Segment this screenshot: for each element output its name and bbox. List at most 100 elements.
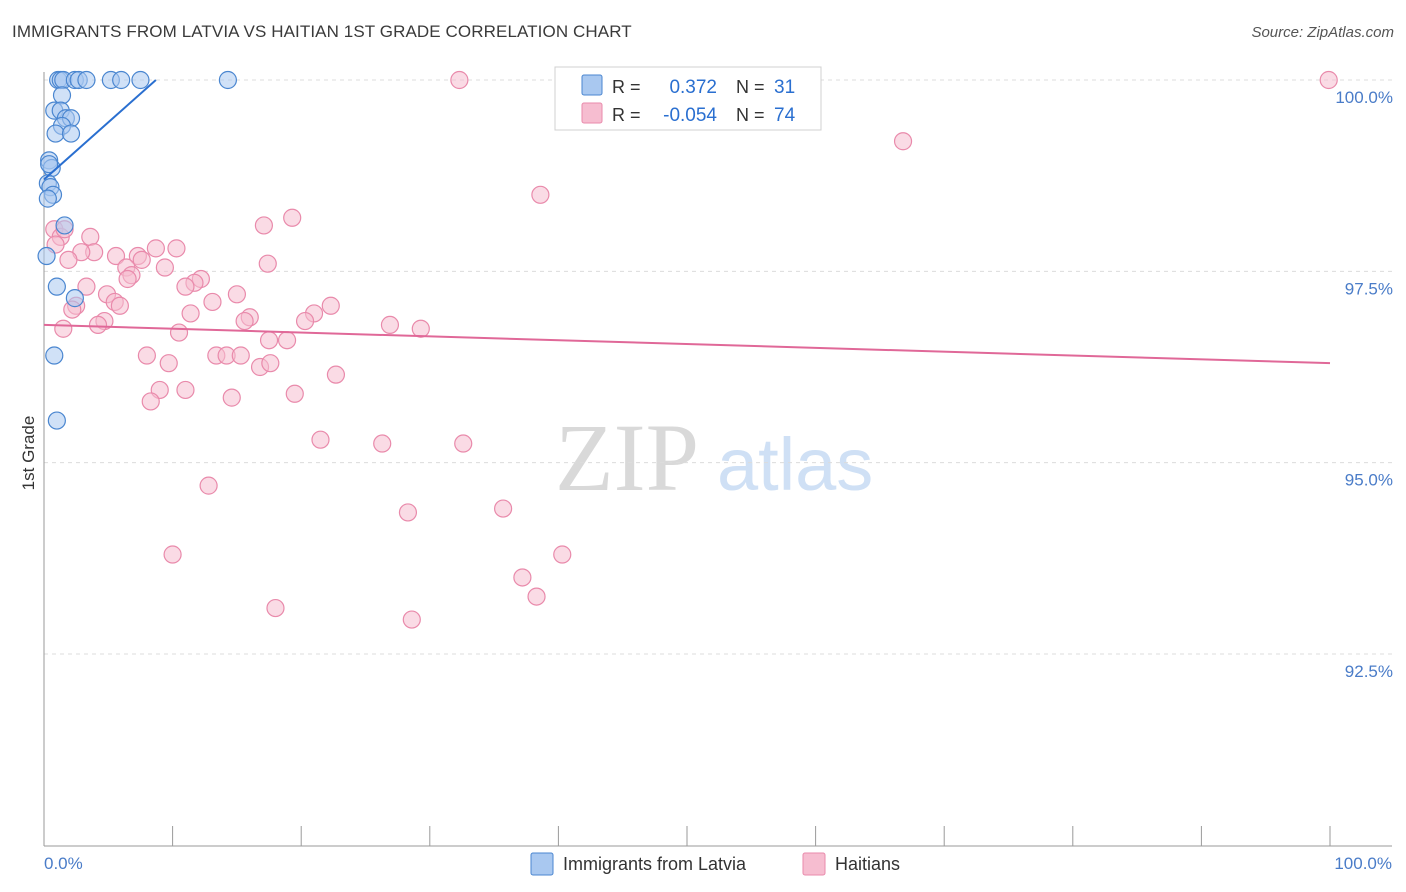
source-credit: Source: ZipAtlas.com	[1251, 24, 1394, 41]
haitians-point	[169, 323, 189, 342]
x-axis-ticks	[172, 826, 1331, 846]
watermark-atlas: atlas	[717, 423, 873, 506]
haitians-point	[118, 269, 137, 289]
y-tick-labels: 100.0% 97.5% 95.0% 92.5%	[1335, 88, 1393, 681]
series-legend: Immigrants from Latvia Haitians	[530, 852, 900, 876]
latvia-point	[112, 70, 131, 90]
haitians-point	[295, 311, 315, 331]
latvia-trend-line	[43, 79, 157, 181]
series-latvia-points	[37, 70, 237, 430]
latvia-point	[37, 246, 56, 266]
haitians-point	[259, 331, 279, 350]
y-axis-title: 1st Grade	[19, 416, 38, 491]
y-tick-label: 95.0%	[1345, 471, 1393, 490]
haitians-point	[231, 346, 250, 365]
latvia-point	[218, 70, 237, 90]
haitians-point	[54, 319, 73, 338]
haitians-point	[258, 254, 277, 273]
bottom-legend-swatch-haitians	[802, 852, 826, 876]
latvia-point	[45, 346, 64, 365]
legend-swatch-haitians	[581, 102, 603, 124]
gridlines	[44, 79, 1392, 655]
haitians-point	[277, 331, 297, 350]
legend-swatch-latvia	[581, 74, 603, 96]
latvia-point	[40, 155, 59, 174]
legend-n-label-1: N =	[736, 77, 765, 97]
haitians-point	[893, 132, 913, 151]
y-tick-label: 100.0%	[1335, 88, 1393, 107]
latvia-point	[77, 70, 96, 90]
haitians-point	[222, 388, 241, 407]
haitians-point	[88, 315, 108, 335]
haitians-point	[553, 545, 572, 564]
haitians-point	[137, 346, 156, 365]
y-tick-label: 92.5%	[1345, 662, 1393, 681]
latvia-point	[47, 277, 66, 296]
haitians-point	[454, 434, 473, 453]
legend-r-value-1: 0.372	[669, 77, 717, 98]
haitians-point	[199, 476, 218, 495]
latvia-point	[65, 289, 84, 308]
haitians-point	[203, 292, 222, 312]
haitians-point	[494, 499, 513, 518]
latvia-point	[46, 124, 65, 143]
legend-n-label-2: N =	[736, 105, 765, 125]
haitians-point	[527, 587, 546, 606]
x-tick-label-max: 100.0%	[1334, 854, 1392, 873]
haitians-point	[77, 277, 96, 296]
legend-n-value-1: 31	[774, 77, 795, 98]
haitians-point	[159, 354, 178, 373]
haitians-point	[132, 250, 151, 269]
latvia-point	[52, 86, 72, 105]
haitians-point	[402, 610, 421, 629]
legend-r-value-2: -0.054	[663, 105, 717, 126]
haitians-point	[411, 319, 430, 338]
latvia-point	[38, 189, 57, 208]
legend-n-value-2: 74	[774, 105, 796, 126]
haitians-point	[235, 311, 254, 331]
chart-title: IMMIGRANTS FROM LATVIA VS HAITIAN 1ST GR…	[12, 22, 632, 41]
haitians-point	[373, 434, 392, 453]
haitians-point	[59, 250, 78, 269]
haitians-point	[81, 227, 100, 246]
haitians-point	[167, 239, 186, 258]
legend-r-label-1: R =	[612, 77, 641, 97]
series-haitians-points	[45, 70, 1338, 629]
haitians-point	[398, 503, 418, 522]
haitians-point	[283, 208, 302, 227]
x-tick-label-min: 0.0%	[44, 854, 83, 873]
haitians-point	[261, 354, 280, 373]
haitians-trend-line	[43, 323, 1331, 365]
bottom-legend-swatch-latvia	[530, 852, 554, 876]
haitians-point	[176, 380, 195, 400]
haitians-point	[326, 365, 346, 384]
haitians-point	[1319, 70, 1338, 90]
bottom-legend-label-latvia: Immigrants from Latvia	[563, 854, 747, 874]
haitians-point	[163, 545, 182, 564]
haitians-point	[227, 285, 246, 304]
haitians-point	[106, 246, 126, 266]
haitians-point	[266, 598, 285, 618]
haitians-point	[513, 568, 532, 587]
latvia-point	[47, 411, 66, 430]
watermark-zip: ZIP	[555, 404, 699, 511]
haitians-point	[531, 185, 550, 204]
haitians-point	[141, 392, 160, 411]
haitians-point	[321, 296, 340, 315]
haitians-point	[110, 296, 129, 315]
haitians-point	[285, 384, 304, 403]
haitians-point	[146, 239, 165, 258]
haitians-point	[155, 258, 174, 277]
haitians-point	[181, 304, 200, 323]
haitians-point	[380, 315, 400, 335]
latvia-point	[61, 124, 81, 143]
bottom-legend-label-haitians: Haitians	[835, 854, 900, 874]
haitians-point	[311, 430, 330, 449]
latvia-point	[55, 216, 74, 235]
haitians-point	[254, 216, 274, 235]
haitians-point	[176, 277, 195, 296]
legend-r-label-2: R =	[612, 105, 641, 125]
stats-legend: R = 0.372 N = 31 R = -0.054 N = 74	[554, 66, 822, 131]
y-tick-label: 97.5%	[1345, 279, 1393, 298]
